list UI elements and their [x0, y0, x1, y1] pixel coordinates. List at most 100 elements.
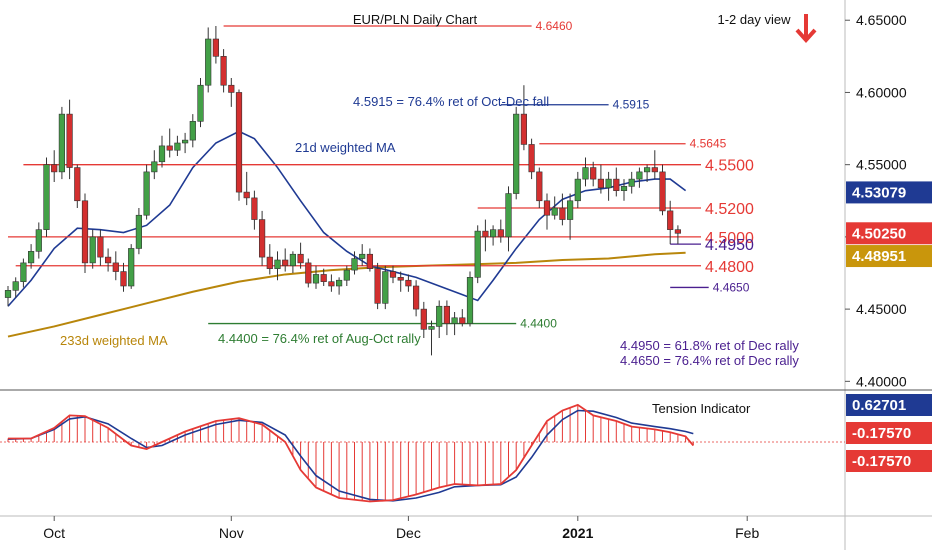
- tension-tag-bg-2: [846, 450, 932, 472]
- candles-layer: [4, 26, 681, 356]
- candle-body-55: [428, 326, 435, 330]
- candle-body-27: [212, 38, 220, 57]
- candle-body-18: [143, 171, 150, 216]
- candle-body-11: [89, 236, 96, 264]
- candle-body-15: [120, 271, 127, 287]
- candle-body-21: [166, 145, 173, 151]
- price-tag-0: 4.53079: [852, 184, 906, 201]
- candle-body-57: [443, 305, 451, 324]
- candle-body-83: [643, 167, 651, 173]
- candle-body-47: [366, 253, 374, 269]
- level-label-2: 4.5645: [690, 137, 727, 151]
- candle-body-86: [667, 210, 674, 230]
- candle-body-2: [20, 262, 27, 282]
- candle-body-65: [505, 193, 512, 238]
- candle-body-22: [174, 142, 181, 151]
- candle-body-87: [674, 229, 681, 234]
- tension-tag-bg-1: [846, 422, 932, 444]
- tension-tag-2: -0.17570: [852, 453, 911, 470]
- tension-tag-0: 0.62701: [852, 397, 906, 414]
- candle-body-13: [105, 256, 112, 264]
- candle-body-59: [459, 317, 466, 324]
- candle-body-14: [112, 262, 119, 272]
- annotation-oct-dec-fall: 4.5915 = 76.4% ret of Oct-Dec fall: [353, 94, 549, 109]
- x-tick-label-3: 2021: [562, 525, 593, 541]
- candle-body-31: [243, 191, 250, 199]
- tension-panel: 0.62701 -0.17570 -0.17570: [0, 394, 932, 503]
- price-tag-1: 4.50250: [852, 225, 906, 242]
- tension-tag-bg-0: [846, 394, 932, 416]
- candle-body-7: [58, 113, 65, 173]
- candle-body-82: [636, 171, 643, 180]
- annotation-dec-rally-764: 4.4650 = 76.4% ret of Dec rally: [620, 353, 799, 368]
- candle-body-51: [397, 277, 404, 281]
- annotation-233d-ma: 233d weighted MA: [60, 333, 168, 348]
- candle-body-77: [597, 178, 604, 189]
- ma21-layer: [7, 130, 687, 307]
- candle-body-62: [482, 230, 489, 238]
- candle-body-72: [559, 207, 566, 220]
- candle-body-41: [320, 274, 327, 282]
- candle-body-39: [305, 262, 312, 284]
- candle-body-1: [12, 281, 19, 291]
- candle-body-49: [382, 271, 389, 304]
- candle-body-53: [412, 285, 420, 310]
- candle-body-38: [297, 253, 304, 264]
- candle-body-24: [189, 121, 196, 141]
- candle-body-78: [605, 178, 612, 189]
- ma21-line: [7, 130, 687, 307]
- y-tick-label-4: 4.60000: [856, 84, 907, 100]
- candle-body-81: [628, 178, 635, 187]
- price-tag-bg-0: [846, 181, 932, 204]
- candle-body-43: [335, 279, 343, 287]
- candle-body-6: [51, 164, 58, 173]
- candle-body-5: [43, 164, 50, 230]
- candle-body-4: [35, 229, 42, 252]
- candle-body-10: [81, 200, 89, 264]
- candle-body-66: [513, 113, 520, 194]
- candle-body-8: [66, 113, 73, 168]
- annotation-21d-ma: 21d weighted MA: [295, 140, 396, 155]
- x-tick-label-4: Feb: [735, 525, 759, 541]
- candle-body-16: [128, 248, 135, 287]
- level-label-1: 4.5915: [613, 98, 650, 112]
- y-tick-label-0: 4.40000: [856, 373, 907, 389]
- view-label: 1-2 day view: [718, 12, 792, 27]
- level-lines-layer: 4.6460 4.5915 4.5645 4.5500 4.5200 4.50004.49…: [8, 19, 754, 331]
- candle-body-60: [466, 277, 474, 324]
- price-tag-bg-1: [846, 222, 932, 245]
- candle-body-30: [235, 92, 243, 193]
- candle-body-61: [474, 230, 481, 278]
- price-tag-bg-2: [846, 245, 932, 268]
- tension-title: Tension Indicator: [652, 401, 751, 416]
- candle-body-50: [389, 271, 397, 278]
- candle-body-73: [566, 200, 574, 220]
- candle-body-75: [582, 167, 589, 180]
- candle-body-79: [613, 178, 620, 191]
- candle-body-48: [374, 268, 381, 304]
- candle-body-56: [436, 305, 443, 327]
- candle-body-70: [543, 200, 551, 216]
- candle-body-80: [620, 186, 628, 191]
- candle-body-25: [197, 84, 204, 122]
- candle-body-63: [489, 229, 497, 238]
- candle-body-9: [74, 167, 81, 202]
- y-tick-label-5: 4.65000: [856, 12, 907, 28]
- candle-body-84: [651, 167, 658, 173]
- candle-body-29: [228, 84, 235, 93]
- candle-body-20: [158, 145, 166, 163]
- y-tick-label-1: 4.45000: [856, 301, 907, 317]
- candle-body-58: [451, 317, 458, 324]
- candle-body-36: [282, 259, 289, 267]
- candle-body-35: [274, 259, 281, 269]
- candle-body-68: [528, 144, 535, 173]
- annotation-dec-rally-618: 4.4950 = 61.8% ret of Dec rally: [620, 338, 799, 353]
- level-label-6: 4.4950: [705, 237, 754, 254]
- candle-body-28: [220, 56, 227, 86]
- time-axis: Oct Nov Dec 2021 Feb: [43, 516, 759, 541]
- candle-body-37: [289, 253, 297, 267]
- candle-body-67: [520, 113, 527, 145]
- candle-body-32: [251, 197, 258, 220]
- candle-body-33: [258, 219, 266, 258]
- candle-body-12: [97, 236, 104, 258]
